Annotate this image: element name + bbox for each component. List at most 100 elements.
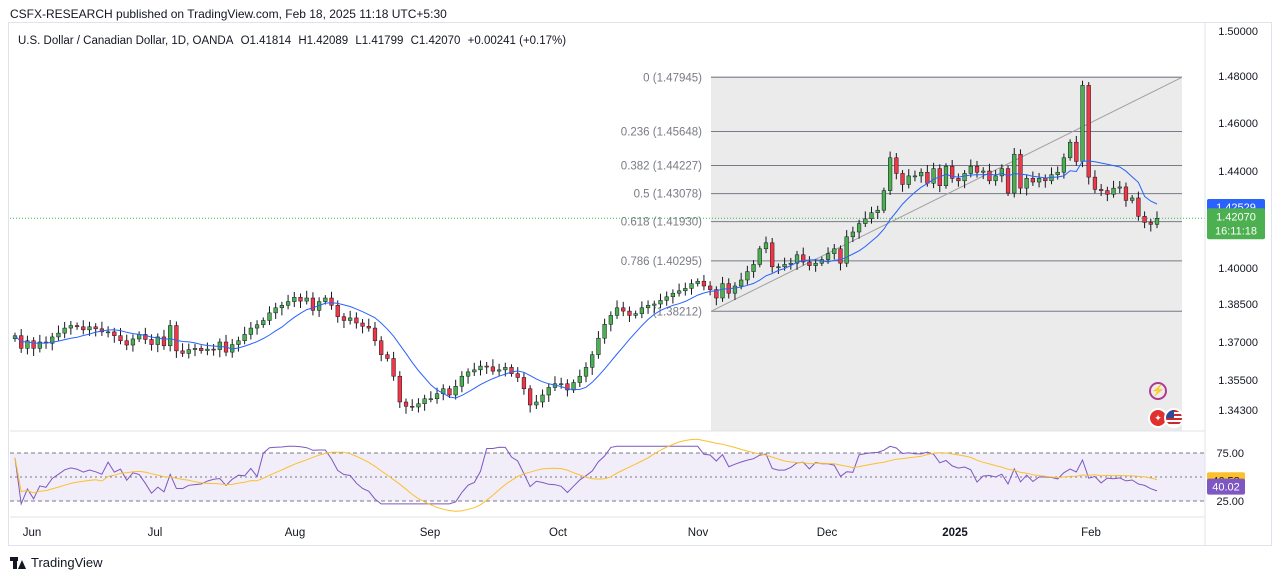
candle-body	[372, 327, 378, 341]
candle-body	[751, 264, 756, 272]
fib-retracement: 0 (1.47945) 0.236 (1.45648) 0.382 (1.44227…	[621, 72, 1183, 431]
candle-body	[695, 280, 700, 284]
candle-body	[1154, 218, 1160, 225]
candle-body	[943, 165, 949, 186]
candle-body	[217, 341, 222, 350]
candle-body	[1055, 171, 1060, 175]
candle-body	[1136, 197, 1141, 217]
candle-body	[416, 403, 421, 408]
candle-body	[528, 388, 533, 406]
candle-body	[900, 173, 905, 185]
us-flag-icon	[1164, 408, 1184, 428]
candle-body	[807, 261, 812, 266]
candle-body	[925, 171, 930, 184]
candle-body	[1018, 153, 1023, 189]
candle-body	[335, 305, 340, 317]
candle-body	[590, 354, 595, 368]
candle-body	[279, 305, 284, 309]
symbol-icons[interactable]: ⚡ ✦	[1146, 382, 1188, 430]
price-tick-label: 1.48000	[1218, 71, 1258, 83]
candle-body	[825, 253, 831, 260]
last-price-tag-bg	[1207, 208, 1265, 240]
high-value: H1.42089	[298, 35, 349, 47]
candle-body	[950, 165, 955, 179]
time-tick-label: Oct	[549, 527, 568, 539]
candle-body	[1080, 85, 1085, 162]
candle-body	[838, 248, 843, 264]
candle-body	[81, 326, 86, 331]
candle-body	[708, 285, 713, 290]
candle-body	[459, 375, 464, 387]
candle-body	[68, 325, 73, 329]
candle-body	[1024, 178, 1029, 189]
candle-body	[323, 297, 328, 302]
candle-body	[701, 280, 707, 287]
candle-body	[782, 264, 787, 268]
candle-body	[1074, 141, 1079, 162]
brand-label: TradingView	[31, 555, 103, 570]
candle-body	[478, 365, 483, 371]
candle-body	[1043, 178, 1048, 182]
candle-body	[242, 334, 247, 341]
time-tick-label: Dec	[817, 527, 838, 539]
candle-body	[410, 406, 415, 408]
candle-body	[614, 307, 620, 316]
candle-body	[199, 348, 204, 351]
candle-body	[31, 340, 36, 349]
candle-body	[906, 175, 911, 185]
rsi-line	[14, 445, 1158, 506]
candle-body	[292, 297, 297, 302]
candle-body	[273, 307, 278, 314]
fib-level-label: 0.382 (1.44227)	[621, 161, 702, 173]
candle-body	[490, 366, 496, 372]
candle-body	[658, 300, 663, 305]
candle-body	[192, 348, 198, 350]
candle-body	[596, 337, 601, 355]
candle-body	[869, 212, 874, 220]
candle-body	[74, 325, 80, 328]
price-tick-label: 1.46000	[1218, 118, 1258, 130]
candle-body	[434, 393, 440, 399]
candle-body	[757, 248, 762, 265]
candle-body	[683, 288, 688, 292]
time-tick-label: Sep	[420, 527, 440, 539]
low-value: L1.41799	[355, 35, 404, 47]
candle-body	[912, 175, 918, 178]
price-tick-label: 1.44000	[1218, 166, 1258, 178]
candle-body	[360, 322, 365, 327]
candle-body	[168, 325, 173, 347]
candle-body	[62, 327, 67, 334]
time-tick-label: Jul	[148, 527, 163, 539]
candle-body	[484, 365, 489, 368]
candle-body	[813, 262, 818, 266]
candle-body	[763, 242, 769, 250]
candle-body	[546, 387, 551, 396]
candle-body	[981, 170, 986, 173]
lightning-icon[interactable]: ⚡	[1149, 382, 1167, 400]
fib-level-label: 0 (1.47945)	[643, 72, 702, 84]
time-tick-label: 2025	[942, 527, 968, 539]
candle-body	[254, 324, 260, 329]
candle-body	[211, 348, 216, 351]
candle-body	[124, 340, 129, 346]
candle-body	[577, 375, 582, 383]
price-tick-label: 1.50000	[1218, 26, 1258, 38]
footer-brand[interactable]: TradingView	[10, 555, 103, 570]
candle-body	[1123, 186, 1129, 201]
candle-body	[161, 336, 167, 347]
candle-body	[968, 165, 973, 174]
candle-body	[180, 350, 185, 354]
candle-body	[329, 297, 334, 306]
candles	[10, 80, 1205, 414]
candle-body	[714, 289, 719, 299]
candle-body	[385, 354, 390, 359]
candle-body	[1030, 178, 1035, 183]
candle-body	[565, 383, 570, 391]
price-tick-label: 1.40000	[1218, 263, 1258, 275]
rsi-ma-line	[14, 438, 1158, 512]
candle-body	[931, 168, 936, 184]
candle-body	[993, 175, 998, 182]
candle-body	[559, 383, 564, 385]
candle-body	[856, 223, 862, 233]
